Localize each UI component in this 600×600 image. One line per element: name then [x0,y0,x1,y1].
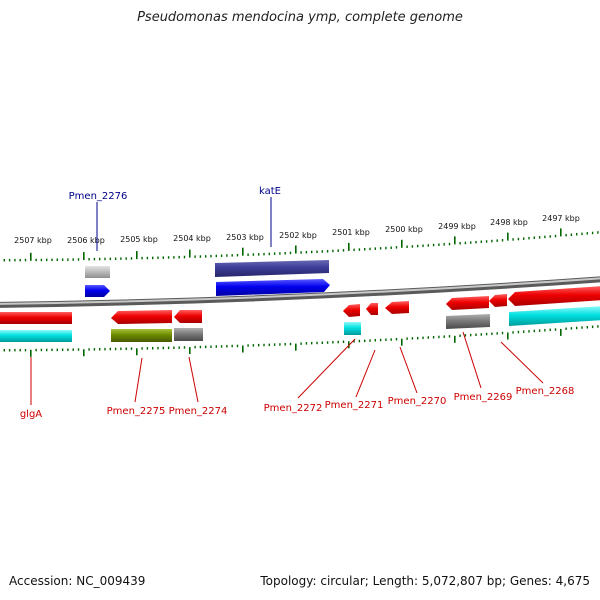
gene-pmen-2269b[interactable] [489,294,507,307]
gene-label-pmen-2276[interactable]: Pmen_2276 [69,191,128,202]
feature-pmen-2269-cds[interactable] [446,314,490,329]
kbp-label: 2507 kbp [14,236,52,245]
outer-tick-ruler [3,228,599,262]
kbp-label: 2498 kbp [490,218,528,227]
kbp-label: 2502 kbp [279,231,317,240]
inner-tick-ruler [3,325,599,357]
gene-pmen-2275[interactable] [111,310,172,324]
genome-summary-text: Topology: circular; Length: 5,072,807 bp… [260,574,590,588]
gene-pmen-2276[interactable] [85,285,110,297]
feature-pmen-2268-rna[interactable] [509,306,600,326]
gene-pmen-2274[interactable] [174,310,202,323]
kbp-label: 2501 kbp [332,228,370,237]
feature-pmen-2275-cds[interactable] [111,329,172,342]
gene-kate[interactable] [216,279,330,296]
kbp-label: 2497 kbp [542,214,580,223]
forward-gene-labels: Pmen_2276 katE [69,186,281,251]
gene-label-pmen-2268[interactable]: Pmen_2268 [516,386,575,397]
gene-label-pmen-2269[interactable]: Pmen_2269 [454,392,513,403]
gene-label-pmen-2270[interactable]: Pmen_2270 [388,396,447,407]
feature-glga-rna[interactable] [0,330,72,342]
gene-pmen-2270[interactable] [385,301,409,314]
kbp-label: 2499 kbp [438,222,476,231]
gene-pmen-2269[interactable] [446,296,489,310]
feature-kate-cds[interactable] [215,260,329,277]
gene-glga[interactable] [0,312,72,324]
map-title: Pseudomonas mendocina ymp, complete geno… [137,10,463,25]
kbp-scale: 2507 kbp 2506 kbp 2505 kbp 2504 kbp 2503… [14,214,580,245]
gene-pmen-2272[interactable] [343,304,360,317]
feature-pmen-2276-pseudo[interactable] [85,266,110,278]
gene-label-pmen-2271[interactable]: Pmen_2271 [325,400,384,411]
gene-label-pmen-2275[interactable]: Pmen_2275 [107,406,166,417]
gene-label-glga[interactable]: glgA [20,409,42,420]
feature-pmen-2272-rna[interactable] [344,322,361,335]
kbp-label: 2504 kbp [173,234,211,243]
forward-strand-features [85,260,330,297]
kbp-label: 2505 kbp [120,235,158,244]
gene-label-pmen-2272[interactable]: Pmen_2272 [264,403,323,414]
gene-label-kate[interactable]: katE [259,186,281,197]
kbp-label: 2506 kbp [67,236,105,245]
kbp-label: 2503 kbp [226,233,264,242]
reverse-leader-lines [30,331,544,405]
reverse-strand-features [0,286,600,342]
gene-pmen-2268[interactable] [508,286,600,306]
feature-pmen-2274-cds[interactable] [174,328,203,341]
kbp-label: 2500 kbp [385,225,423,234]
accession-text: Accession: NC_009439 [9,574,146,588]
gene-pmen-2271[interactable] [366,303,378,315]
gene-label-pmen-2274[interactable]: Pmen_2274 [169,406,228,417]
reverse-gene-labels: glgA Pmen_2275 Pmen_2274 Pmen_2272 Pmen_… [20,386,575,420]
